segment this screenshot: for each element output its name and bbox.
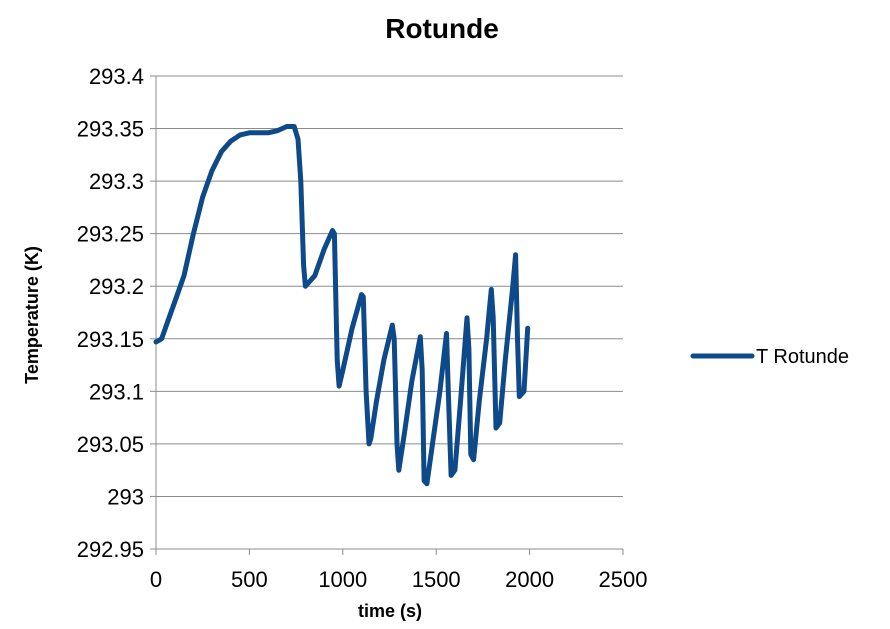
y-tick-label: 293.15 — [77, 327, 144, 352]
series-lines — [153, 124, 531, 487]
x-tick-label: 2000 — [505, 567, 554, 592]
chart-title: Rotunde — [385, 13, 499, 44]
y-axis-label: Temperature (K) — [22, 246, 42, 384]
y-tick-label: 293.4 — [89, 64, 144, 89]
x-tick-labels: 0 500 1000 1500 2000 2500 — [150, 567, 648, 592]
x-tick-label: 1500 — [412, 567, 461, 592]
y-tick-label: 293.2 — [89, 274, 144, 299]
y-tick-label: 293 — [107, 484, 144, 509]
x-tick-label: 2500 — [599, 567, 648, 592]
y-tick-label: 293.1 — [89, 379, 144, 404]
x-tick-label: 500 — [231, 567, 268, 592]
x-tick-label: 0 — [150, 567, 162, 592]
x-axis-label: time (s) — [358, 601, 422, 621]
axes — [150, 75, 624, 555]
legend-label-t-rotunde: T Rotunde — [756, 346, 849, 368]
legend: T Rotunde — [690, 346, 849, 368]
y-tick-label: 293.35 — [77, 117, 144, 142]
y-tick-label: 292.95 — [77, 537, 144, 562]
y-tick-labels: 293.4 293.35 293.3 293.25 293.2 293.15 293.1 29… — [77, 64, 144, 562]
y-tick-label: 293.3 — [89, 169, 144, 194]
x-tick-label: 1000 — [318, 567, 367, 592]
y-tick-label: 293.25 — [77, 222, 144, 247]
series-line-0 — [153, 124, 531, 487]
y-tick-label: 293.05 — [77, 432, 144, 457]
